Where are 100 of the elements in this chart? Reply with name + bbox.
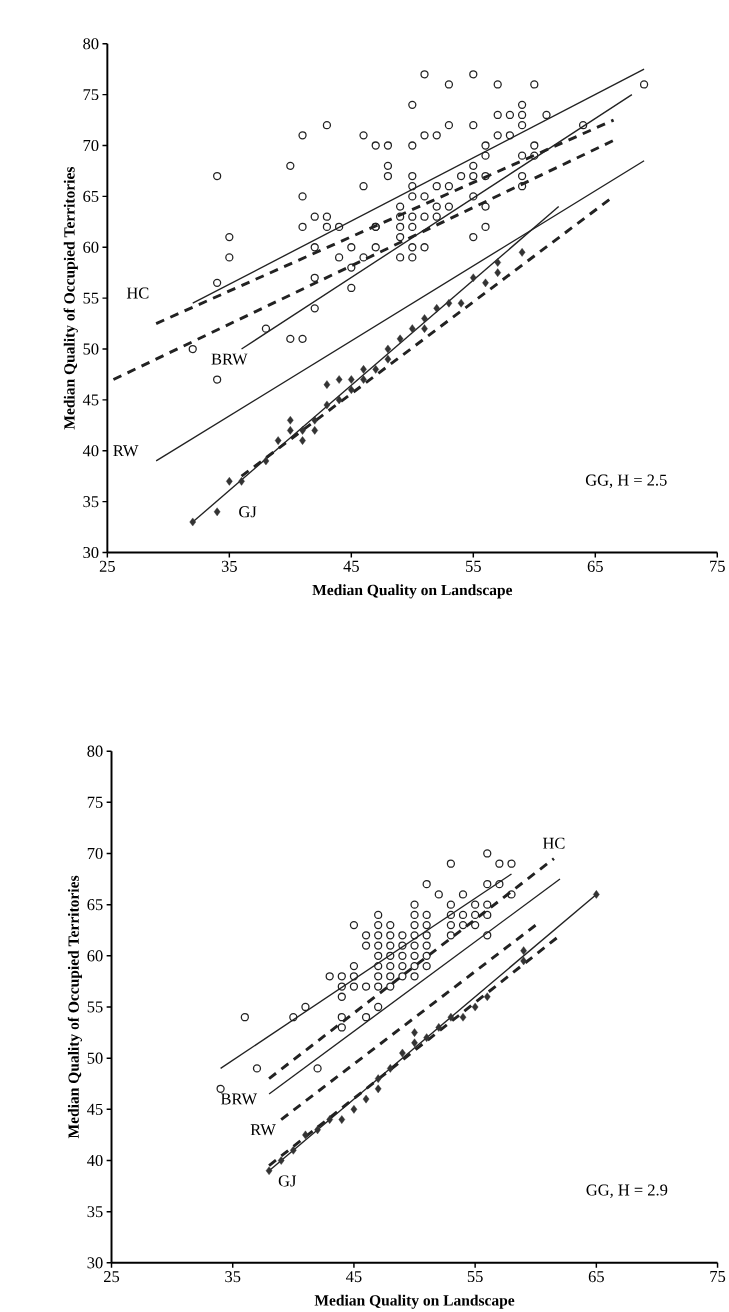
point <box>274 436 282 445</box>
point <box>335 375 343 384</box>
y-tick-label: 80 <box>87 745 103 757</box>
point <box>348 375 355 384</box>
annotation: BRW <box>220 1093 258 1105</box>
point <box>287 415 294 425</box>
point <box>362 1094 370 1104</box>
y-tick-label: 65 <box>87 899 103 911</box>
point <box>435 1023 443 1032</box>
x-tick-label: 75 <box>710 1271 726 1283</box>
y-tick-label: 55 <box>87 1001 103 1013</box>
point <box>433 304 440 313</box>
point <box>323 380 331 389</box>
y-tick-label: 45 <box>82 394 99 406</box>
annotation: HC <box>542 837 565 849</box>
y-tick-label: 70 <box>83 139 99 152</box>
point <box>348 385 355 394</box>
point <box>323 400 331 410</box>
point <box>314 1125 321 1135</box>
point <box>277 1156 285 1165</box>
point <box>457 298 465 308</box>
x-tick-label: 25 <box>99 560 115 572</box>
y-tick-label: 75 <box>83 89 99 101</box>
y-tick-label: 40 <box>82 445 99 457</box>
point <box>360 365 367 374</box>
point <box>189 517 196 527</box>
point <box>396 334 404 344</box>
point <box>409 324 416 333</box>
y-axis-title: Median Quality of Occupied Territories <box>67 875 83 1139</box>
point <box>262 456 270 466</box>
point <box>411 1038 418 1048</box>
x-tick-label: 75 <box>710 560 725 572</box>
point <box>374 1074 382 1083</box>
x-tick-label: 45 <box>346 1271 362 1283</box>
annotation: GG, H = 2.5 <box>585 474 667 489</box>
point <box>265 1166 273 1176</box>
point <box>213 507 221 517</box>
annotation: GG, H = 2.9 <box>586 1184 668 1198</box>
annotation: BRW <box>211 353 248 365</box>
y-tick-label: 75 <box>87 796 103 808</box>
x-tick-label: 55 <box>466 560 481 572</box>
x-tick-label: 65 <box>588 1271 604 1283</box>
point <box>350 1105 358 1114</box>
y-axis-title: Median Quality of Occupied Territories <box>63 166 78 430</box>
point <box>399 1048 406 1058</box>
point <box>593 890 600 899</box>
x-tick-label: 35 <box>225 1271 241 1283</box>
point <box>374 1084 382 1094</box>
point <box>423 1033 430 1042</box>
point <box>494 258 501 267</box>
x-tick-label: 45 <box>343 560 359 572</box>
annotation: GJ <box>278 1175 297 1187</box>
point <box>287 426 294 435</box>
point <box>470 273 477 283</box>
point <box>520 956 527 966</box>
y-tick-label: 80 <box>83 38 99 50</box>
y-tick-label: 60 <box>83 241 99 253</box>
annotation: RW <box>113 445 139 457</box>
point <box>338 1115 346 1124</box>
y-tick-label: 50 <box>87 1052 103 1064</box>
y-tick-label: 35 <box>83 496 99 508</box>
point <box>372 365 379 374</box>
point <box>447 1012 455 1022</box>
point <box>471 1002 479 1012</box>
x-tick-label: 35 <box>221 560 237 572</box>
point <box>520 946 527 955</box>
point <box>326 1115 333 1124</box>
y-tick-label: 55 <box>83 292 99 304</box>
point <box>299 436 306 445</box>
annotation: GJ <box>239 506 257 518</box>
y-tick-label: 40 <box>87 1154 103 1167</box>
y-tick-label: 50 <box>83 343 99 355</box>
y-tick-label: 35 <box>87 1206 103 1218</box>
point <box>226 477 233 486</box>
y-tick-label: 65 <box>83 190 99 202</box>
annotation: RW <box>250 1124 276 1136</box>
point <box>384 354 392 364</box>
x-tick-label: 65 <box>587 560 603 572</box>
point <box>445 298 453 308</box>
point <box>387 1064 394 1073</box>
y-tick-label: 30 <box>83 546 99 559</box>
point <box>494 268 501 277</box>
point <box>483 992 491 1002</box>
point <box>290 1145 297 1155</box>
point <box>384 344 392 354</box>
x-axis-title: Median Quality on Landscape <box>314 1294 515 1309</box>
point <box>411 1028 418 1037</box>
point <box>238 477 245 486</box>
x-axis-title: Median Quality on Landscape <box>312 584 513 599</box>
point <box>335 395 343 405</box>
y-tick-label: 70 <box>87 847 103 860</box>
point <box>302 1130 309 1140</box>
point <box>421 324 428 333</box>
point <box>518 248 526 257</box>
y-tick-label: 30 <box>87 1257 103 1269</box>
point <box>311 426 318 435</box>
point <box>311 415 318 425</box>
x-tick-label: 55 <box>467 1271 483 1283</box>
x-tick-label: 25 <box>104 1271 120 1283</box>
point <box>360 375 367 384</box>
